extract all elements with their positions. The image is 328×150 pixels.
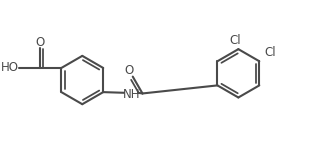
Text: O: O <box>125 64 134 77</box>
Text: Cl: Cl <box>264 46 276 59</box>
Text: HO: HO <box>1 61 19 74</box>
Text: NH: NH <box>123 88 140 101</box>
Text: Cl: Cl <box>230 34 241 47</box>
Text: O: O <box>35 36 44 49</box>
